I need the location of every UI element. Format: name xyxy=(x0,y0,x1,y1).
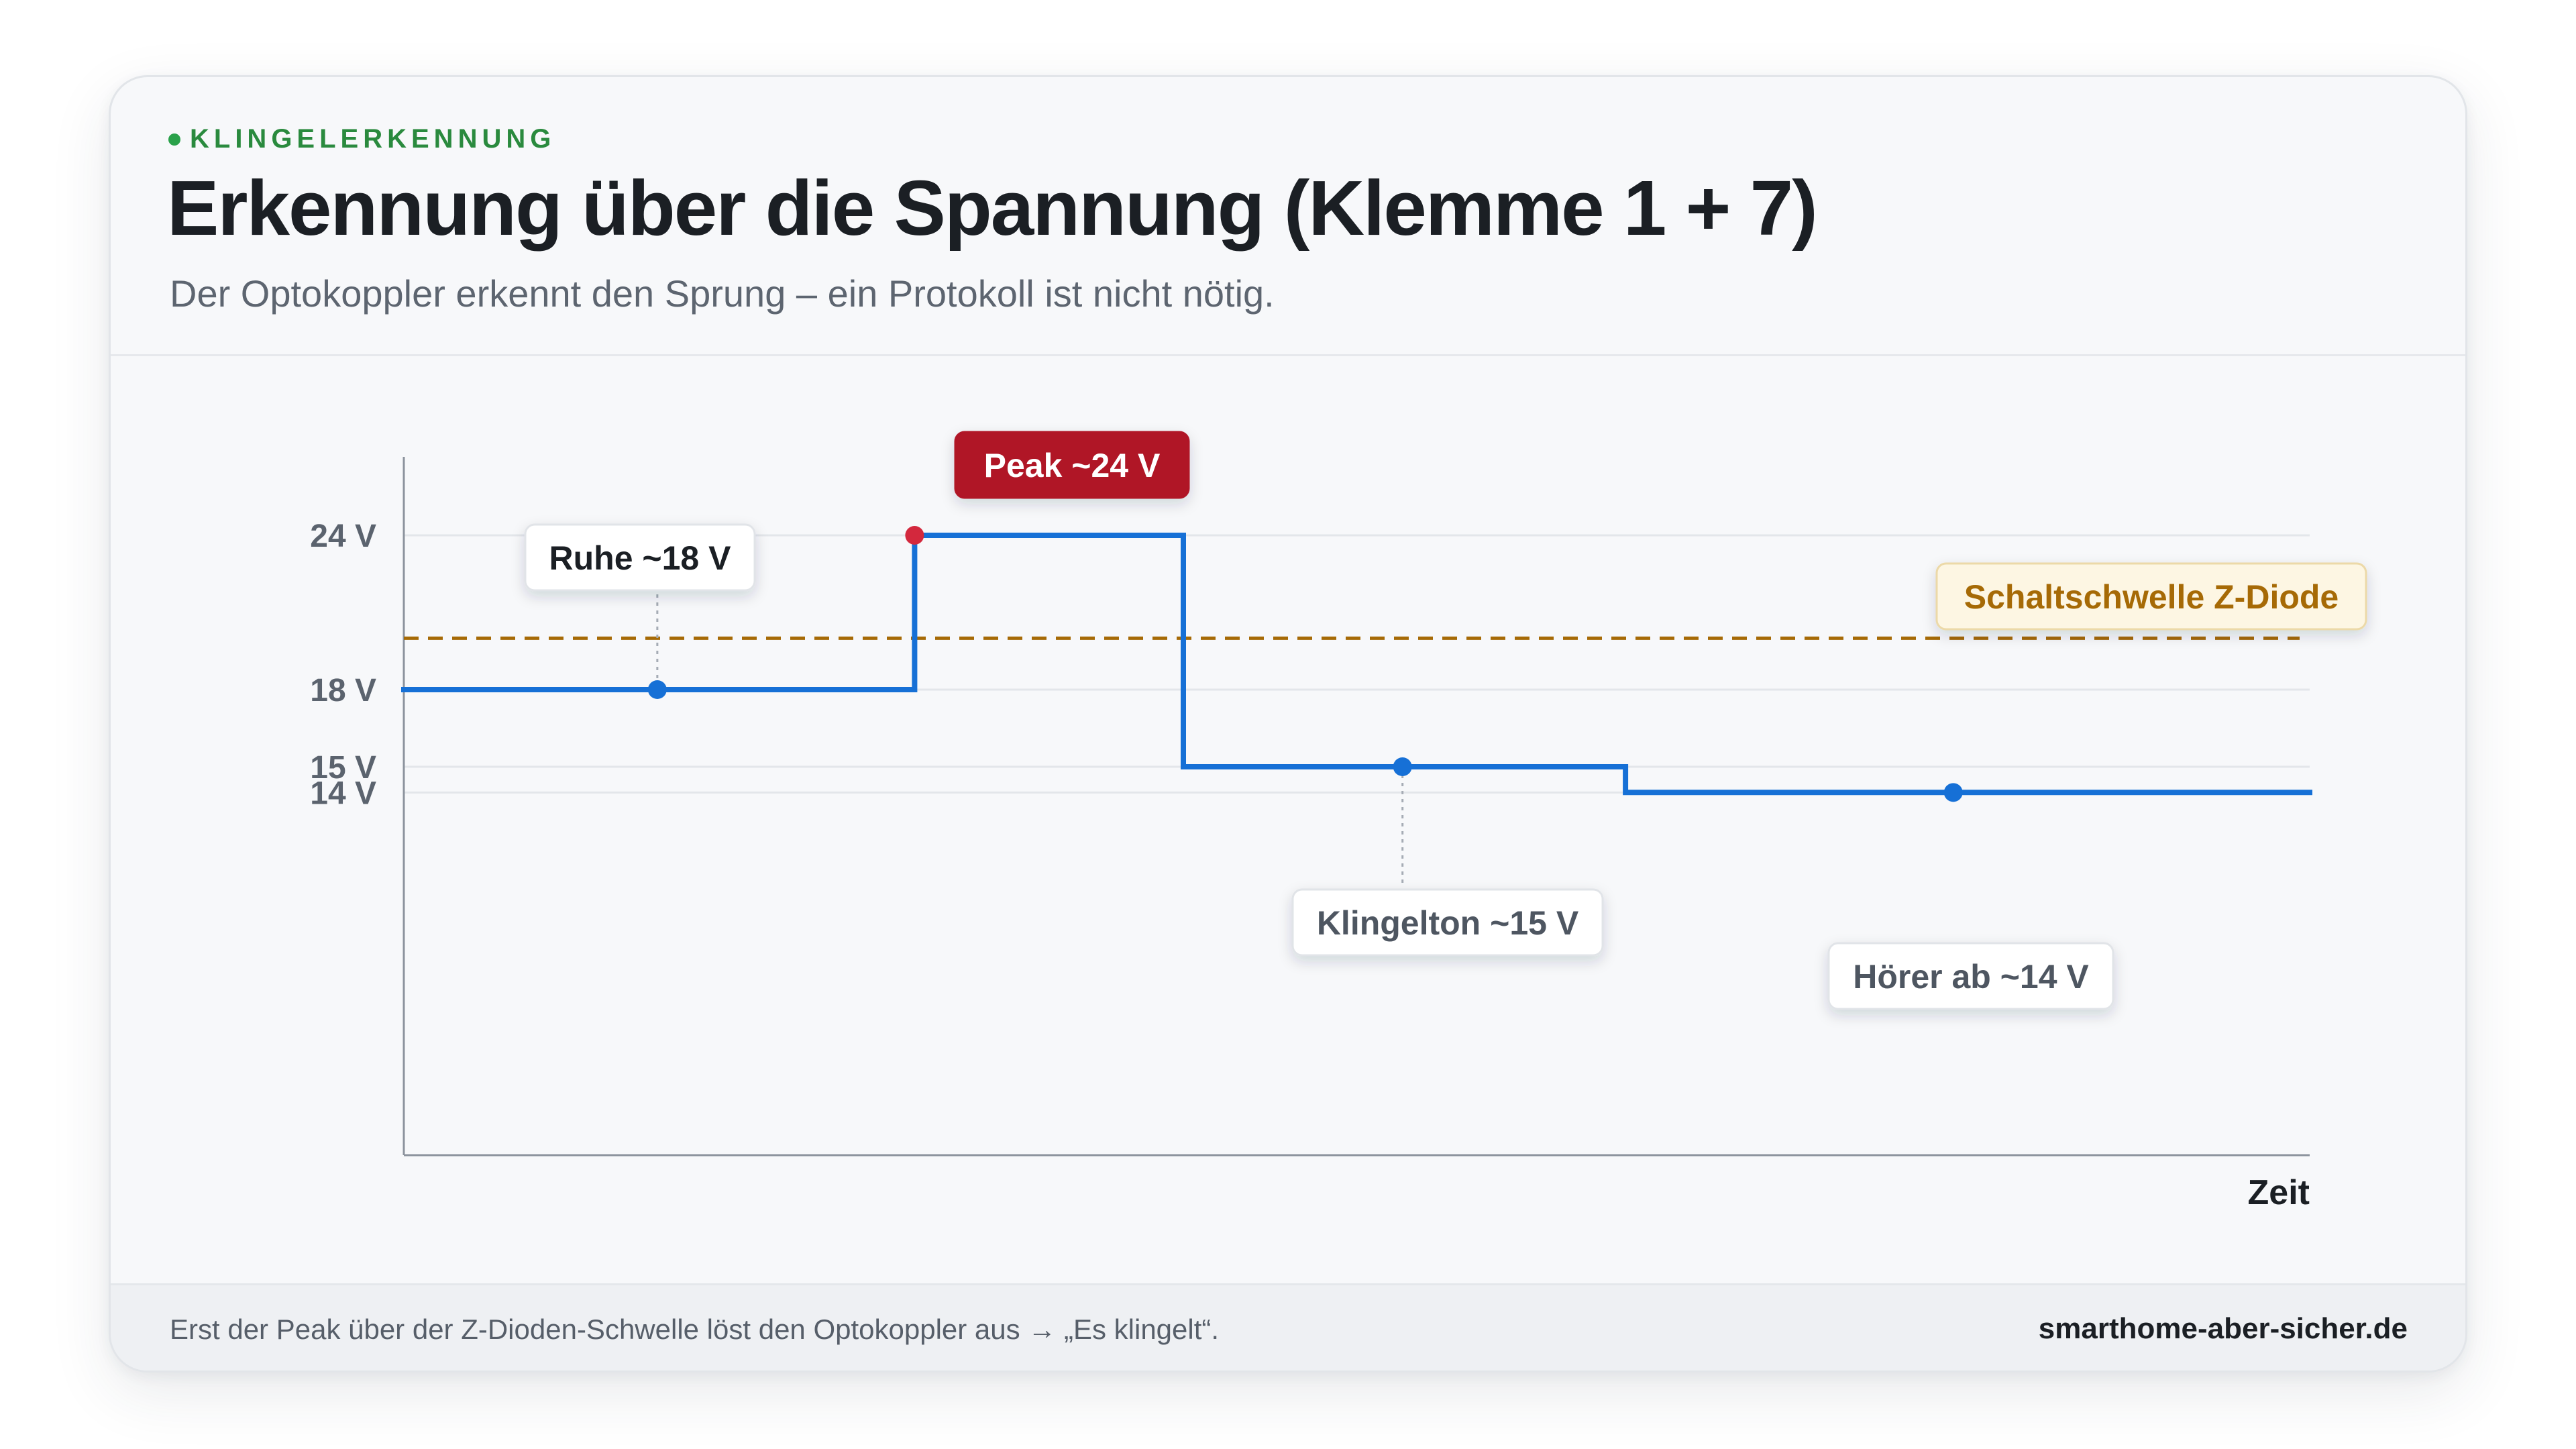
annotation-label: Ruhe ~18 V xyxy=(524,523,756,592)
data-point xyxy=(647,680,667,699)
annotation-peak-box xyxy=(954,431,1190,499)
annotation-label: Hörer ab ~14 V xyxy=(1827,942,2114,1010)
page-title: Erkennung über die Spannung (Klemme 1 + … xyxy=(167,164,1818,252)
footer-note: Erst der Peak über der Z-Dioden-Schwelle… xyxy=(170,1313,1220,1345)
annotation-label-text: Klingelton ~15 V xyxy=(1317,904,1579,942)
y-tick-label: 15 V xyxy=(310,750,376,786)
chart-card: KLINGELERKENNUNG Erkennung über die Span… xyxy=(109,75,2467,1373)
y-tick-label: 24 V xyxy=(310,519,376,554)
page-subtitle: Der Optokoppler erkennt den Sprung – ein… xyxy=(170,272,1275,315)
x-axis-label: Zeit xyxy=(2248,1173,2310,1212)
annotation-peak: Peak ~24 V xyxy=(954,431,1190,499)
y-tick-label: 14 V xyxy=(310,775,376,811)
data-point xyxy=(1943,783,1963,802)
eyebrow: KLINGELERKENNUNG xyxy=(168,124,555,154)
annotation-label: Klingelton ~15 V xyxy=(1291,888,1604,957)
annotation-peak-text: Peak ~24 V xyxy=(984,447,1161,484)
card-footer: Erst der Peak über der Z-Dioden-Schwelle… xyxy=(111,1283,2465,1371)
y-tick-label: 18 V xyxy=(310,673,376,708)
threshold-label: Schaltschwelle Z-Diode xyxy=(1935,562,2367,631)
annotation-label-text: Ruhe ~18 V xyxy=(549,539,732,577)
annotation-label-box xyxy=(1827,942,2114,1010)
threshold-label-box xyxy=(1935,562,2367,631)
annotation-label-text: Hörer ab ~14 V xyxy=(1853,958,2089,996)
footer-brand: smarthome-aber-sicher.de xyxy=(2038,1312,2408,1345)
threshold-label-text: Schaltschwelle Z-Diode xyxy=(1964,578,2339,616)
card-header: KLINGELERKENNUNG Erkennung über die Span… xyxy=(111,77,2465,356)
annotation-label-box xyxy=(524,523,756,592)
data-point xyxy=(1393,757,1412,776)
voltage-step-line xyxy=(401,533,2312,796)
voltage-chart: 24 V 18 V 15 V14 V Zeit Schaltschwelle Z-Di… xyxy=(310,431,2367,1212)
annotation-label-box xyxy=(1291,888,1604,957)
status-dot-icon xyxy=(168,133,180,146)
peak-point xyxy=(905,526,924,545)
eyebrow-label: KLINGELERKENNUNG xyxy=(190,124,556,154)
